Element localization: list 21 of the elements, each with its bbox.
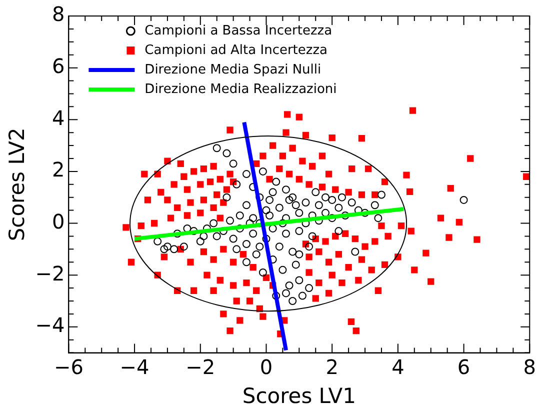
x-tick-label: 2 — [326, 355, 338, 380]
y-tick-label: −4 — [35, 313, 65, 338]
x-tick-label: 0 — [260, 355, 273, 380]
y-tick-label: 4 — [52, 106, 65, 130]
x-tick-label: −6 — [54, 355, 84, 380]
y-tick-label: 6 — [52, 54, 65, 78]
y-tick-label: 2 — [52, 158, 65, 182]
x-axis-title: Scores LV1 — [242, 384, 356, 408]
legend-label: Direzione Media Realizzazioni — [144, 82, 337, 97]
x-tick-label: −2 — [186, 355, 216, 380]
y-axis-title: Scores LV2 — [5, 128, 30, 242]
y-tick-label: 8 — [52, 2, 65, 26]
legend-label: Campioni ad Alta Incertezza — [144, 42, 328, 58]
x-tick-label: −4 — [120, 355, 150, 380]
y-tick-label: −2 — [35, 261, 65, 286]
legend-label: Direzione Media Spazi Nulli — [144, 62, 322, 78]
y-tick-label: 0 — [52, 209, 65, 234]
x-tick-label: 6 — [457, 355, 470, 380]
x-tick-label: 4 — [392, 355, 404, 380]
x-tick-label: 8 — [523, 355, 536, 380]
legend-label: Campioni a Bassa Incertezza — [144, 23, 332, 38]
